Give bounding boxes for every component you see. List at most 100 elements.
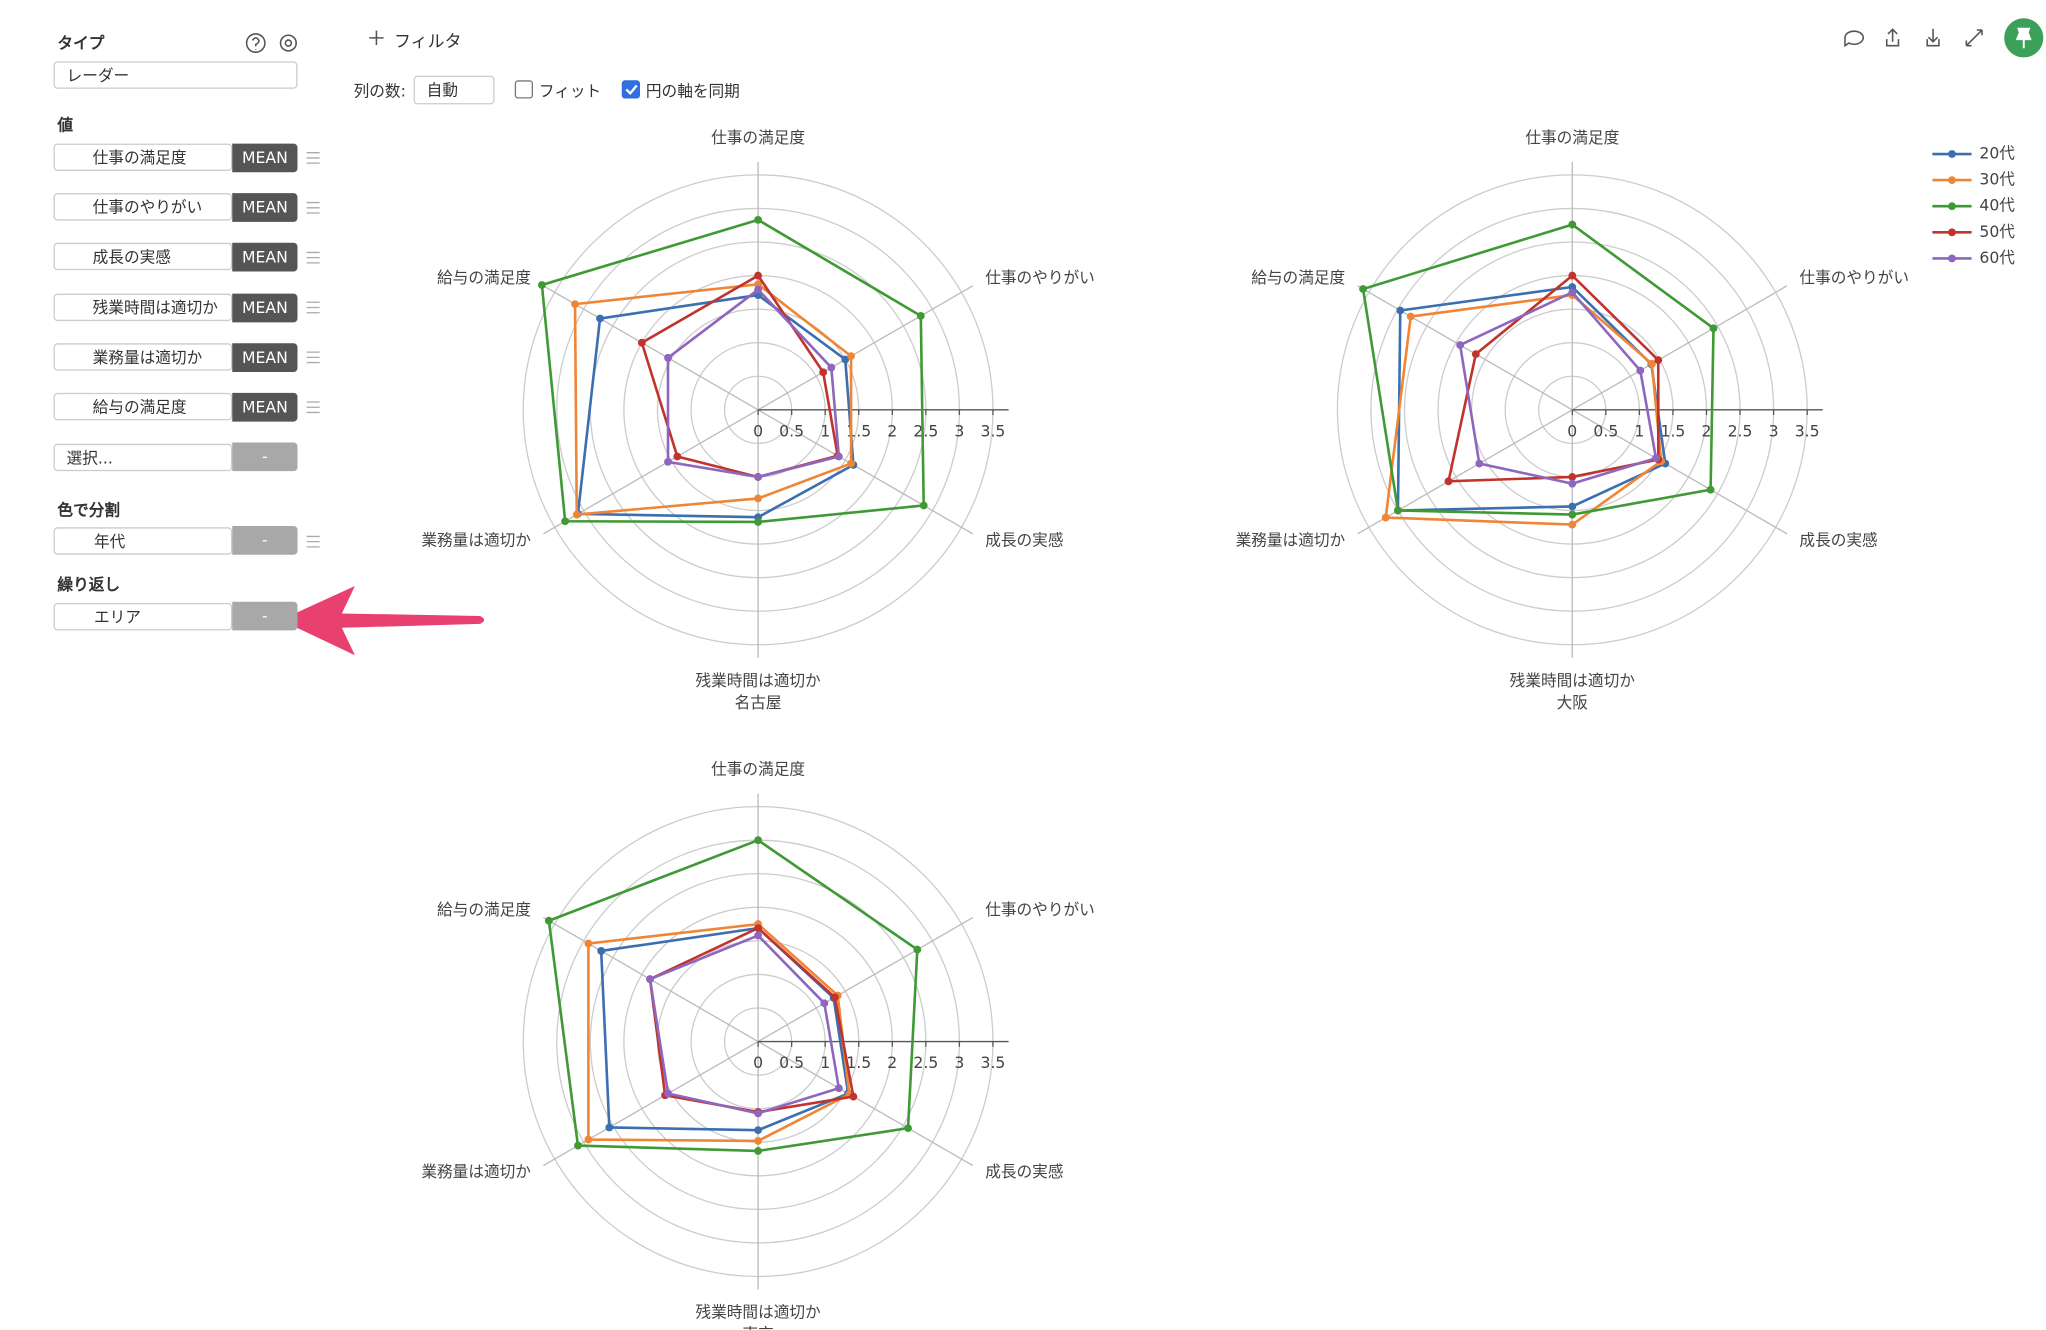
value-field[interactable]: 業務量は適切か: [53, 343, 233, 371]
data-point: [1568, 283, 1577, 291]
legend-label: 40代: [1979, 196, 2015, 215]
data-point: [637, 338, 646, 347]
upload-icon[interactable]: [1885, 28, 1900, 47]
drag-handle: [306, 535, 320, 548]
axis-label: 仕事のやりがい: [1799, 268, 1909, 287]
fit-label[interactable]: フィット: [538, 82, 602, 101]
axis-label: 残業時間は適切か: [695, 671, 821, 690]
radial-tick-label: 1: [820, 422, 830, 441]
data-point: [754, 473, 763, 481]
data-point: [1568, 520, 1577, 529]
data-point: [754, 271, 763, 280]
data-point: [1568, 479, 1577, 488]
series-line: [640, 273, 840, 479]
data-point: [596, 314, 604, 323]
type-select[interactable]: レーダー: [53, 61, 298, 89]
expand-icon[interactable]: [1965, 29, 1983, 47]
radial-tick-label: 0: [753, 422, 763, 441]
data-point: [834, 452, 843, 461]
axis-label: 残業時間は適切か: [695, 1303, 821, 1322]
data-point: [830, 993, 839, 1002]
axis-label: 残業時間は適切か: [1510, 671, 1636, 690]
legend-dot: [1948, 254, 1956, 263]
data-point: [571, 300, 579, 309]
download-icon[interactable]: [1926, 28, 1940, 47]
add-filter-icon[interactable]: [369, 30, 384, 46]
axis-label: 業務量は適切か: [421, 531, 531, 550]
data-point: [754, 494, 763, 503]
values-label: 値: [57, 116, 74, 135]
settings-icon[interactable]: [279, 34, 297, 52]
data-point: [584, 939, 593, 948]
aggregation[interactable]: MEAN: [232, 193, 298, 223]
value-field[interactable]: 仕事のやりがい: [53, 193, 233, 221]
drag-handle: [306, 152, 320, 164]
data-point: [664, 457, 672, 466]
data-point: [605, 1123, 614, 1132]
value-field[interactable]: 仕事の満足度: [53, 143, 233, 171]
value-select[interactable]: 選択...: [53, 443, 233, 472]
axis-label: 成長の実感: [1799, 531, 1877, 550]
color-field[interactable]: 年代: [53, 527, 233, 555]
facet-title: 東京: [742, 1325, 773, 1330]
series-line: [1458, 290, 1658, 486]
spoke: [543, 285, 759, 411]
radial-tick-label: 2: [1702, 422, 1712, 441]
comment-icon[interactable]: [1844, 30, 1865, 48]
repeat-field[interactable]: エリア: [53, 603, 233, 631]
color-agg[interactable]: -: [232, 525, 298, 555]
data-point: [913, 945, 922, 954]
annotation-arrow: [280, 586, 485, 656]
data-point: [1568, 271, 1577, 280]
data-point: [673, 452, 682, 461]
radial-tick-label: 3: [954, 1053, 964, 1072]
drag-handle: [306, 201, 320, 214]
value-field[interactable]: 残業時間は適切か: [53, 293, 233, 321]
aggregation[interactable]: MEAN: [232, 392, 298, 422]
axis-label: 仕事の満足度: [711, 760, 805, 779]
legend-dot: [1948, 150, 1956, 158]
radial-tick-label: 2.5: [913, 1053, 938, 1072]
spoke: [757, 285, 974, 411]
columns-select[interactable]: 自動: [413, 75, 495, 105]
help-icon[interactable]: [245, 33, 266, 53]
fit-checkbox[interactable]: [514, 80, 534, 99]
spoke: [1571, 409, 1788, 535]
data-point: [1359, 285, 1367, 293]
axis-label: 業務量は適切か: [1236, 531, 1346, 550]
data-point: [1396, 306, 1405, 315]
aggregation[interactable]: MEAN: [232, 143, 298, 173]
data-point: [544, 916, 553, 925]
data-point: [1394, 506, 1402, 515]
radial-tick-label: 1.5: [846, 422, 871, 441]
empty-agg[interactable]: -: [232, 442, 298, 472]
data-point: [1652, 454, 1660, 463]
data-point: [754, 836, 763, 845]
data-point: [827, 363, 836, 372]
filter-button[interactable]: フィルタ: [394, 32, 462, 53]
radial-tick-label: 3: [1769, 422, 1779, 441]
repeat-agg[interactable]: -: [232, 601, 298, 631]
data-point: [1709, 324, 1718, 333]
spoke: [1571, 285, 1788, 411]
radial-tick-label: 2.5: [1728, 422, 1753, 441]
aggregation[interactable]: MEAN: [232, 343, 298, 372]
series-line: [576, 293, 855, 519]
radial-tick-label: 2: [887, 1053, 897, 1072]
data-point: [847, 352, 855, 361]
sync-label[interactable]: 円の軸を同期: [645, 82, 740, 101]
aggregation[interactable]: MEAN: [232, 293, 298, 322]
sync-checkbox[interactable]: [621, 80, 641, 99]
value-field[interactable]: 成長の実感: [53, 243, 233, 271]
radial-tick-label: 3.5: [1795, 422, 1820, 441]
pin-glyph: [2015, 27, 2032, 49]
value-field[interactable]: 給与の満足度: [53, 392, 233, 421]
aggregation[interactable]: MEAN: [232, 243, 298, 272]
radial-tick-label: 0: [1567, 422, 1577, 441]
data-point: [1636, 366, 1645, 375]
radial-tick-label: 3.5: [981, 422, 1006, 441]
legend-label: 60代: [1979, 248, 2015, 267]
radial-tick-label: 1.5: [846, 1053, 871, 1072]
data-point: [1406, 312, 1415, 321]
